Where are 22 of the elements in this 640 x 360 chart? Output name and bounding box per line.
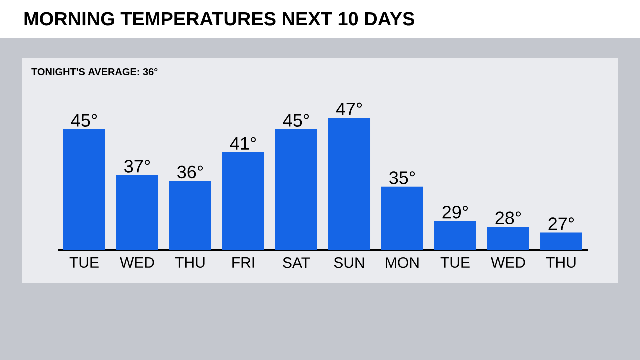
data-label: 28° xyxy=(496,212,522,225)
data-label: 41° xyxy=(230,137,256,150)
x-tick-label: TUE xyxy=(70,258,99,268)
x-tick-label: MON xyxy=(386,258,419,268)
x-tick-label: SAT xyxy=(283,258,310,268)
x-tick-label: WED xyxy=(120,258,154,268)
data-label: 35° xyxy=(390,172,416,184)
data-label: 37° xyxy=(124,160,150,173)
text: TONIGHT'S AVERAGE: 36° xyxy=(32,68,158,76)
chart-title: MORNING TEMPERATURES NEXT 10 DAYS xyxy=(24,12,414,26)
data-label: 45° xyxy=(283,114,310,127)
x-tick-label: SUN xyxy=(334,258,364,268)
x-tick-label: TUE xyxy=(440,258,470,268)
data-label: 29° xyxy=(442,206,468,219)
data-label: 47° xyxy=(336,102,362,116)
x-tick-label: THU xyxy=(175,258,205,268)
x-tick-label: FRI xyxy=(232,258,254,268)
data-label: 27° xyxy=(548,218,574,230)
x-tick-label: WED xyxy=(491,258,526,268)
x-tick-label: THU xyxy=(546,258,576,268)
data-label: 36° xyxy=(178,166,204,179)
data-label: 45° xyxy=(71,114,98,127)
